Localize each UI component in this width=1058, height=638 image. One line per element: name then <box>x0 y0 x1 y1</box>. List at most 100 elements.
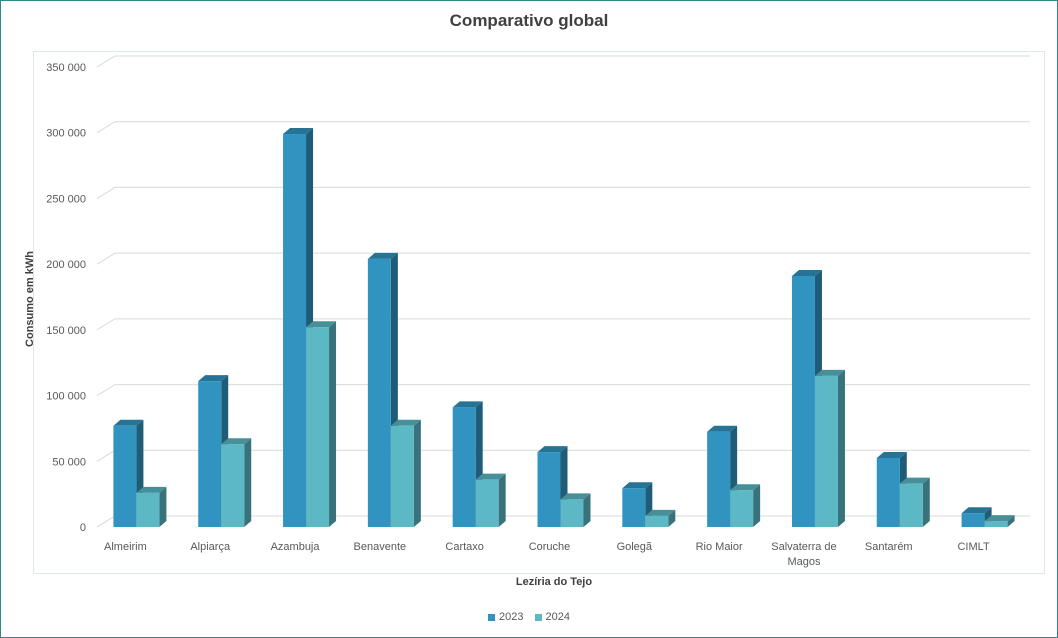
x-tick-label: CIMLT <box>957 541 989 553</box>
x-tick-label: Cartaxo <box>445 541 484 553</box>
bar-top <box>876 452 907 458</box>
bar-front <box>876 458 900 527</box>
bar-front <box>622 488 646 527</box>
bar-top <box>452 401 483 408</box>
bar-top <box>113 419 144 426</box>
bar-2024-coruche <box>560 493 591 527</box>
gridline <box>96 55 1030 68</box>
x-axis-title: Lezíria do Tejo <box>516 576 592 588</box>
legend: 2023 2024 <box>0 611 1058 624</box>
x-tick-label: Coruche <box>529 541 571 553</box>
bar-top <box>560 493 591 500</box>
y-tick-label: 150 000 <box>46 325 86 337</box>
y-axis-title: Consumo em kWh <box>24 251 36 347</box>
bar-front <box>221 444 245 527</box>
bar-front <box>113 425 137 527</box>
bar-side <box>837 369 845 527</box>
bar-front <box>791 275 815 527</box>
bar-side <box>668 509 676 527</box>
bar-side <box>244 438 252 527</box>
bar-front <box>537 452 561 527</box>
bar-front <box>814 375 838 527</box>
x-tick-label: Golegã <box>617 541 653 553</box>
bar-2024-benavente <box>390 419 421 527</box>
bar-2024-rio-maior <box>730 484 761 527</box>
bar-side <box>498 473 506 527</box>
bar-front <box>452 407 476 527</box>
gridlines <box>96 55 1030 528</box>
bar-2024-salvaterra-de-magos <box>814 369 845 527</box>
bar-2024-cartaxo <box>475 473 506 527</box>
bar-top <box>791 269 822 276</box>
bar-side <box>159 486 167 527</box>
bar-side <box>413 419 421 527</box>
bar-front <box>136 492 160 527</box>
bar-top <box>814 369 845 376</box>
bar-2024-golegã <box>645 509 676 527</box>
bar-top <box>136 486 167 493</box>
legend-swatch-2024 <box>534 613 542 621</box>
bar-front <box>306 327 330 527</box>
bar-top <box>221 438 252 445</box>
bar-side <box>1007 515 1015 527</box>
y-axis-ticks: 0 50 000 100 000 150 000 200 000 250 000 300 0… <box>46 62 86 534</box>
floor-edge <box>96 515 116 528</box>
bar-top <box>537 446 568 453</box>
chart-title: Comparativo global <box>449 11 609 30</box>
bar-top <box>367 252 398 259</box>
x-tick-label: Santarém <box>865 541 913 553</box>
plot-area <box>33 51 1045 574</box>
x-tick-label: Salvaterra de Magos <box>771 541 836 568</box>
x-tick-label: Azambuja <box>271 541 321 553</box>
bar-front <box>560 499 584 527</box>
bars <box>113 128 1015 527</box>
gridline <box>96 318 1030 331</box>
y-tick-label: 100 000 <box>46 391 86 403</box>
bar-front <box>899 483 923 527</box>
bar-front <box>707 431 731 527</box>
legend-item-2024: 2024 <box>534 611 571 623</box>
bar-top <box>899 477 930 484</box>
gridline <box>96 121 1030 134</box>
bar-side <box>583 493 591 527</box>
bar-2024-cimlt <box>984 515 1015 527</box>
gridline <box>96 252 1030 265</box>
bar-2024-santarém <box>899 477 930 527</box>
bar-top <box>622 482 653 489</box>
bar-front <box>367 258 391 527</box>
bar-side <box>922 477 930 527</box>
y-tick-label: 300 000 <box>46 128 86 140</box>
bar-front <box>645 515 669 527</box>
bar-top <box>475 473 506 480</box>
x-tick-label: Benavente <box>354 541 407 553</box>
bar-side <box>329 321 337 527</box>
legend-swatch-2023 <box>487 613 495 621</box>
y-tick-label: 200 000 <box>46 259 86 271</box>
bar-front <box>961 513 985 527</box>
legend-label-2023: 2023 <box>498 611 524 623</box>
x-axis-ticks: Almeirim Alpiarça Azambuja Benavente Cartaxo… <box>104 541 990 568</box>
bar-top <box>730 484 761 491</box>
bar-2024-alpiarça <box>221 438 252 527</box>
x-tick-label: Alpiarça <box>190 541 231 553</box>
bar-2023-coruche <box>537 446 568 527</box>
bar-top <box>961 507 992 514</box>
x-tick-label: Rio Maior <box>696 541 743 553</box>
bar-top <box>198 375 229 382</box>
bar-top <box>707 425 738 432</box>
bar-side <box>753 484 761 527</box>
bar-top <box>306 321 337 328</box>
bar-2024-azambuja <box>306 321 337 527</box>
bar-top <box>283 128 314 135</box>
y-tick-label: 50 000 <box>52 456 86 468</box>
legend-label-2024: 2024 <box>545 611 571 623</box>
bar-front <box>730 490 754 527</box>
y-tick-label: 0 <box>80 522 86 534</box>
bar-front <box>390 425 414 527</box>
gridline <box>96 384 1030 396</box>
x-tick-label: Almeirim <box>104 541 147 553</box>
bar-top <box>645 509 676 516</box>
legend-item-2023: 2023 <box>487 611 524 623</box>
bar-front <box>984 521 1008 527</box>
